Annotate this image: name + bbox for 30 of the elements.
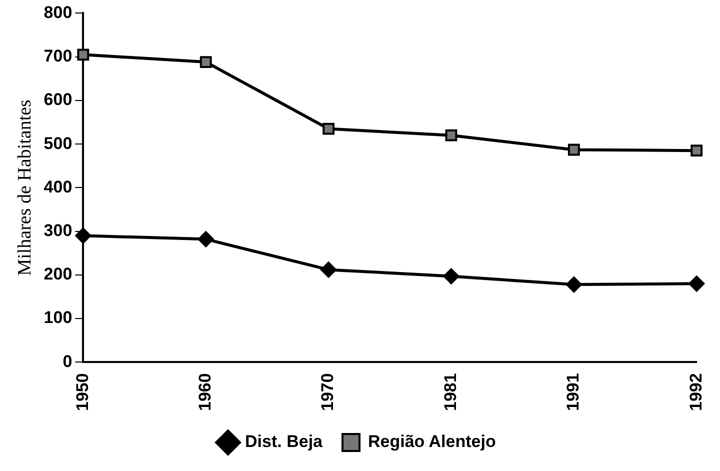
point (568, 144, 580, 156)
point (322, 122, 334, 135)
legend-label: Região Alentejo (368, 432, 496, 452)
point (688, 276, 705, 292)
y-tick-label: 300 (44, 221, 72, 240)
point (690, 144, 703, 157)
y-tick-label: 600 (44, 90, 72, 110)
x-tick-label: 1981 (440, 373, 460, 412)
point (77, 48, 90, 61)
legend-label: Dist. Beja (245, 432, 324, 452)
x-tick-label: 1970 (318, 373, 338, 412)
y-tick-label: 400 (44, 177, 72, 196)
x-tick-label: 1992 (686, 373, 706, 412)
point (445, 129, 458, 142)
point (566, 276, 582, 293)
y-tick-label: 700 (44, 46, 72, 66)
point (320, 262, 337, 278)
y-axis-title: Milhares de Habitantes (14, 100, 36, 276)
y-tick-label: 800 (44, 2, 72, 22)
x-tick-label: 1991 (564, 373, 583, 412)
point (443, 268, 460, 284)
x-tick-label: 1960 (196, 373, 215, 412)
x-tick-label: 1950 (72, 373, 92, 412)
y-tick-label: 100 (44, 308, 72, 328)
point (200, 56, 212, 68)
point (198, 231, 214, 248)
point (75, 228, 92, 244)
y-tick-label: 500 (44, 134, 72, 153)
y-tick-label: 200 (44, 264, 72, 284)
y-tick-label: 0 (62, 352, 72, 371)
